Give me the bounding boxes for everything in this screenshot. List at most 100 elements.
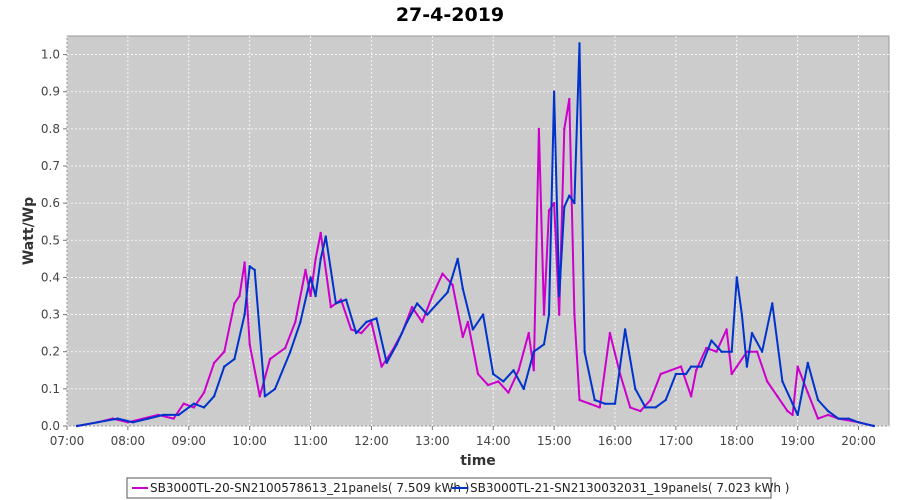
data-point-series-1	[486, 383, 490, 387]
data-point-series-1	[659, 372, 662, 376]
data-point-series-1	[639, 409, 642, 413]
data-point-series-1	[172, 417, 175, 420]
legend-label-series-2: SB3000TL-21-SN2130032031_19panels( 7.023…	[470, 481, 789, 495]
chart-title: 27-4-2019	[396, 4, 504, 26]
x-tick-label: 13:00	[415, 434, 450, 448]
data-point-series-2	[481, 313, 485, 316]
data-point-series-2	[212, 395, 216, 398]
data-point-series-1	[629, 406, 632, 409]
data-point-series-1	[547, 209, 551, 212]
data-point-series-2	[583, 350, 586, 353]
data-point-series-1	[451, 283, 454, 287]
x-axis-label: time	[460, 453, 496, 469]
data-point-series-1	[786, 409, 789, 413]
x-tick-label: 10:00	[232, 434, 267, 448]
data-point-series-1	[730, 372, 733, 376]
legend-box	[126, 477, 772, 499]
data-point-series-1	[527, 331, 530, 335]
data-point-series-1	[689, 395, 693, 398]
y-tick-label: 0.8	[41, 122, 60, 136]
data-point-series-2	[395, 343, 398, 346]
data-point-series-2	[857, 421, 860, 424]
y-tick-label: 0.7	[41, 159, 60, 173]
data-point-series-1	[669, 369, 672, 372]
data-point-series-2	[730, 350, 733, 353]
data-point-series-2	[436, 302, 439, 305]
data-point-series-2	[522, 387, 525, 391]
legend: SB3000TL-20-SN2100578613_21panels( 7.509…	[126, 477, 789, 499]
data-point-series-2	[781, 380, 784, 383]
data-point-series-2	[512, 369, 515, 372]
data-point-series-2	[837, 417, 840, 420]
data-point-series-1	[202, 391, 206, 394]
data-point-series-2	[223, 365, 226, 368]
data-point-series-2	[623, 328, 627, 331]
data-point-series-2	[558, 294, 561, 298]
data-point-series-2	[502, 380, 505, 383]
data-point-series-2	[578, 42, 581, 45]
data-point-series-1	[309, 294, 312, 298]
data-point-series-1	[776, 395, 779, 398]
x-tick-label: 16:00	[598, 434, 633, 448]
data-point-series-2	[760, 350, 764, 353]
data-point-series-2	[147, 417, 150, 420]
data-point-series-1	[552, 201, 556, 205]
data-point-series-2	[162, 413, 165, 417]
data-point-series-2	[273, 387, 277, 391]
data-point-series-2	[456, 257, 459, 261]
y-tick-label: 0.6	[41, 196, 60, 210]
data-point-series-1	[715, 350, 718, 353]
data-point-series-2	[552, 90, 556, 93]
data-point-series-2	[202, 406, 206, 409]
data-point-series-2	[826, 409, 830, 413]
data-point-series-2	[426, 313, 429, 316]
data-point-series-1	[212, 361, 216, 365]
data-point-series-2	[532, 350, 535, 353]
y-axis: 0.0 0.1 0.2 0.3 0.4 0.5 0.6 0.7 0.8 0.9 1.0	[41, 48, 67, 433]
data-point-series-1	[421, 320, 424, 324]
data-point-series-1	[537, 127, 541, 131]
data-point-series-1	[695, 369, 698, 372]
data-point-series-2	[299, 320, 302, 324]
data-point-series-1	[294, 320, 297, 324]
legend-label-series-1: SB3000TL-20-SN2100578613_21panels( 7.509…	[150, 481, 469, 495]
data-point-series-1	[735, 365, 738, 368]
data-point-series-2	[872, 424, 875, 428]
data-point-series-2	[689, 365, 693, 368]
data-point-series-2	[314, 294, 317, 298]
data-point-series-2	[568, 194, 571, 197]
data-point-series-1	[791, 413, 794, 417]
y-tick-label: 0.3	[41, 308, 60, 322]
x-tick-label: 15:00	[537, 434, 572, 448]
data-point-series-2	[750, 331, 754, 335]
x-tick-label: 12:00	[354, 434, 389, 448]
data-point-series-2	[461, 287, 464, 290]
data-point-series-1	[766, 380, 769, 383]
data-point-series-2	[563, 205, 566, 209]
data-point-series-1	[233, 302, 236, 305]
y-tick-label: 0.4	[41, 270, 60, 284]
data-point-series-1	[517, 369, 520, 372]
x-tick-label: 08:00	[111, 434, 146, 448]
data-point-series-1	[248, 343, 251, 346]
data-point-series-2	[654, 406, 657, 409]
data-point-series-1	[573, 313, 576, 316]
data-point-series-2	[806, 361, 809, 365]
data-point-series-1	[243, 261, 246, 264]
y-tick-label: 0.5	[41, 233, 60, 247]
data-point-series-2	[192, 402, 196, 405]
data-point-series-1	[258, 395, 261, 398]
data-point-series-2	[253, 268, 256, 272]
data-point-series-2	[405, 320, 409, 324]
data-point-series-1	[578, 398, 581, 402]
data-point-series-2	[385, 361, 388, 365]
data-point-series-1	[441, 272, 444, 275]
data-point-series-1	[360, 331, 363, 335]
data-point-series-1	[755, 350, 759, 353]
data-point-series-1	[725, 328, 728, 331]
data-point-series-1	[319, 231, 322, 235]
data-point-series-1	[329, 305, 333, 309]
data-point-series-2	[365, 320, 368, 324]
y-tick-label: 0.2	[41, 345, 60, 359]
